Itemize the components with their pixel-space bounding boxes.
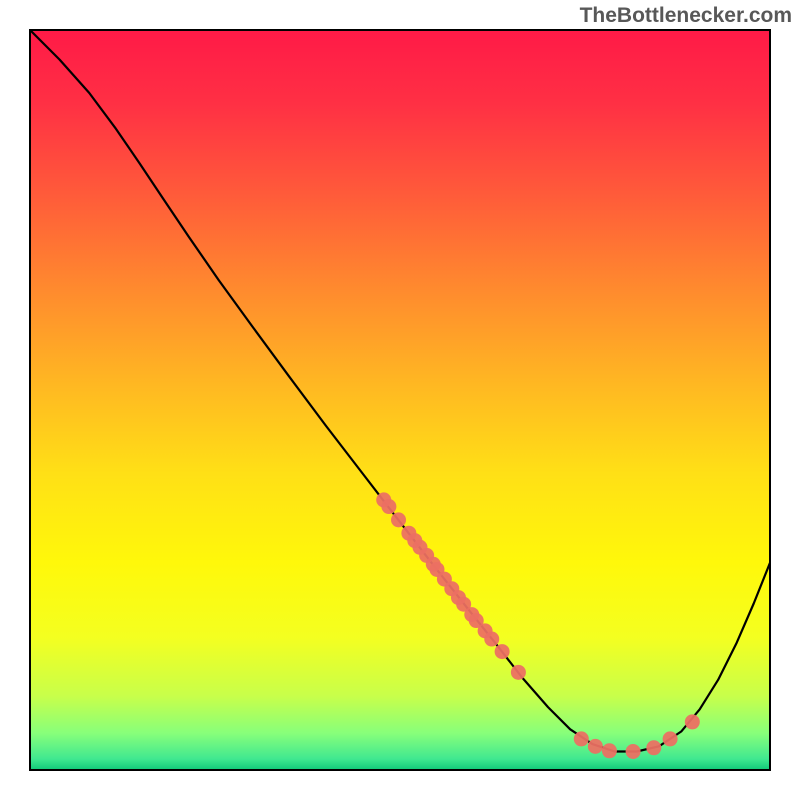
data-point xyxy=(685,714,700,729)
data-point xyxy=(588,739,603,754)
data-point xyxy=(495,644,510,659)
data-point xyxy=(391,512,406,527)
bottleneck-curve-chart xyxy=(0,0,800,800)
data-point xyxy=(663,731,678,746)
watermark-label: TheBottlenecker.com xyxy=(580,4,792,28)
data-point xyxy=(626,744,641,759)
data-point xyxy=(381,499,396,514)
data-point xyxy=(602,743,617,758)
data-point xyxy=(484,632,499,647)
plot-background-gradient xyxy=(30,30,770,770)
data-point xyxy=(511,665,526,680)
data-point xyxy=(646,740,661,755)
data-point xyxy=(574,731,589,746)
chart-container: TheBottlenecker.com xyxy=(0,0,800,800)
